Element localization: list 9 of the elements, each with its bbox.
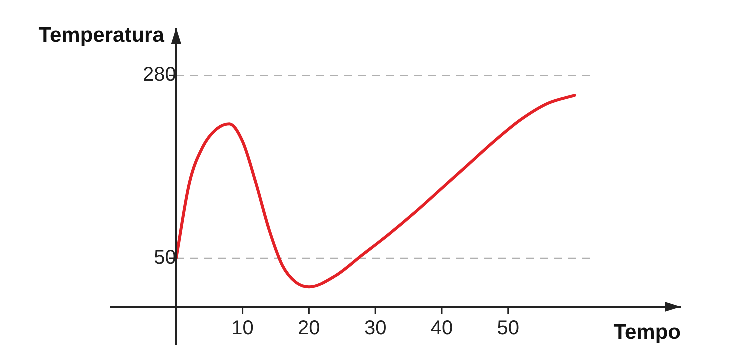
x-tick-label: 30	[364, 318, 387, 340]
x-tick-label: 50	[497, 318, 520, 340]
y-tick-label: 280	[143, 64, 176, 86]
x-axis-title: Tempo	[614, 320, 681, 344]
line-series	[174, 94, 576, 289]
x-tick-label: 10	[232, 318, 254, 340]
x-tick-label: 20	[298, 318, 320, 340]
y-axis-title: Temperatura	[38, 24, 165, 47]
x-tick-label: 40	[430, 318, 454, 340]
